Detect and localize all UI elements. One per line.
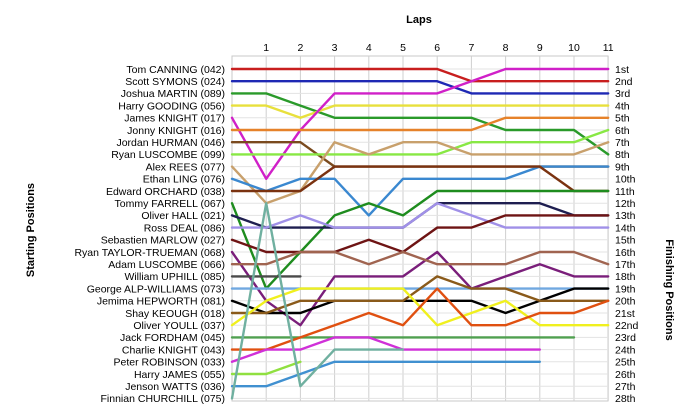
lap-tick-label: 11 <box>603 42 614 54</box>
lap-tick-label: 10 <box>568 42 580 54</box>
finishing-position-label: 10th <box>615 174 636 186</box>
finishing-position-label: 16th <box>615 247 636 259</box>
finishing-position-label: 6th <box>615 125 630 137</box>
starting-position-label: Alex REES (077) <box>146 161 225 173</box>
series-line <box>230 202 405 400</box>
finishing-position-label: 20th <box>615 296 636 308</box>
lap-tick-label: 4 <box>366 42 372 54</box>
lap-tick-label: 1 <box>263 42 269 54</box>
series-line <box>230 202 610 229</box>
lap-tick-label: 9 <box>537 42 543 54</box>
series-line <box>230 165 610 217</box>
finishing-position-label: 1st <box>615 64 629 76</box>
series-line <box>230 360 302 376</box>
starting-position-label: Ross DEAL (086) <box>144 222 225 234</box>
starting-position-label: Jack FORDHAM (045) <box>120 332 225 344</box>
series-line <box>230 275 610 315</box>
starting-position-label: Jordan HURMAN (046) <box>116 137 225 149</box>
starting-position-label: Jonny KNIGHT (016) <box>127 125 225 137</box>
finishing-position-label: 28th <box>615 393 636 405</box>
labels: 1 2 3 4 5 6 7 8 9 10 11 Tom CANNING (042)Scott SYMO… <box>74 42 638 405</box>
starting-position-label: Charlie KNIGHT (043) <box>122 344 225 356</box>
series-lines <box>230 67 610 400</box>
lap-tick-label: 5 <box>400 42 406 54</box>
finishing-position-label: 18th <box>615 271 636 283</box>
lap-tick-label: 3 <box>332 42 338 54</box>
finishing-position-label: 17th <box>615 259 636 271</box>
series-line <box>230 189 610 290</box>
series-line <box>230 360 541 388</box>
series-line <box>230 165 610 193</box>
series-line <box>230 80 610 95</box>
finishing-position-label: 25th <box>615 357 636 369</box>
finishing-position-label: 9th <box>615 161 630 173</box>
series-line <box>230 141 610 205</box>
starting-position-label: Joshua MARTIN (089) <box>121 88 225 100</box>
lap-tick-label: 2 <box>297 42 303 54</box>
starting-position-label: Shay KEOUGH (018) <box>125 308 225 320</box>
starting-position-label: Ryan LUSCOMBE (099) <box>111 149 225 161</box>
lap-tick-label: 7 <box>468 42 474 54</box>
series-line <box>230 92 610 156</box>
left-axis-title: Starting Positions <box>25 183 37 277</box>
series-line <box>230 287 610 315</box>
series-line <box>230 336 541 363</box>
finishing-position-label: 21st <box>615 308 635 320</box>
finishing-position-label: 23rd <box>615 332 636 344</box>
finishing-position-label: 24th <box>615 344 636 356</box>
lap-tick-label: 6 <box>434 42 440 54</box>
series-line <box>230 67 610 83</box>
starting-position-label: Finnian CHURCHILL (075) <box>101 393 226 405</box>
finishing-position-label: 13th <box>615 210 636 222</box>
finishing-position-label: 14th <box>615 222 636 234</box>
top-axis-title: Laps <box>406 14 432 26</box>
finishing-position-label: 19th <box>615 283 636 295</box>
starting-position-label: Tommy FARRELL (067) <box>115 198 225 210</box>
starting-position-label: Adam LUSCOMBE (066) <box>108 259 225 271</box>
starting-position-label: George ALP-WILLIAMS (073) <box>87 283 225 295</box>
series-line <box>230 104 610 119</box>
finishing-position-label: 15th <box>615 235 636 247</box>
starting-position-label: Oliver YOULL (037) <box>133 320 225 332</box>
starting-position-label: James KNIGHT (017) <box>124 113 225 125</box>
starting-position-label: Oliver HALL (021) <box>141 210 225 222</box>
finishing-position-label: 2nd <box>615 76 633 88</box>
series-line <box>230 116 610 132</box>
starting-position-label: Harry GOODING (056) <box>118 100 225 112</box>
starting-position-label: Harry JAMES (055) <box>134 369 225 381</box>
finishing-position-label: 8th <box>615 149 630 161</box>
starting-position-label: Jenson WATTS (036) <box>125 381 225 393</box>
finishing-position-label: 7th <box>615 137 630 149</box>
starting-position-label: Scott SYMONS (024) <box>125 76 225 88</box>
starting-position-label: William UPHILL (085) <box>124 271 225 283</box>
starting-position-label: Peter ROBINSON (033) <box>114 357 225 369</box>
finishing-position-label: 3rd <box>615 88 630 100</box>
series-line <box>230 250 610 266</box>
starting-position-label: Tom CANNING (042) <box>126 64 225 76</box>
series-line <box>230 214 610 254</box>
finishing-position-label: 12th <box>615 198 636 210</box>
starting-position-label: Jemima HEPWORTH (081) <box>97 296 225 308</box>
finishing-position-label: 5th <box>615 113 630 125</box>
finishing-position-label: 4th <box>615 100 630 112</box>
right-axis-title: Finishing Positions <box>663 239 675 340</box>
starting-position-label: Sebastien MARLOW (027) <box>101 235 225 247</box>
finishing-position-label: 27th <box>615 381 636 393</box>
lap-tick-label: 8 <box>503 42 509 54</box>
series-line <box>230 287 610 351</box>
finishing-position-label: 26th <box>615 369 636 381</box>
series-line <box>230 67 610 180</box>
series-line <box>230 250 610 327</box>
finishing-position-label: 11th <box>615 186 635 198</box>
starting-position-label: Edward ORCHARD (038) <box>106 186 225 198</box>
starting-position-label: Ryan TAYLOR-TRUEMAN (068) <box>74 247 225 259</box>
finishing-position-label: 22nd <box>615 320 639 332</box>
starting-position-label: Ethan LING (076) <box>143 174 225 186</box>
series-line <box>230 128 610 156</box>
